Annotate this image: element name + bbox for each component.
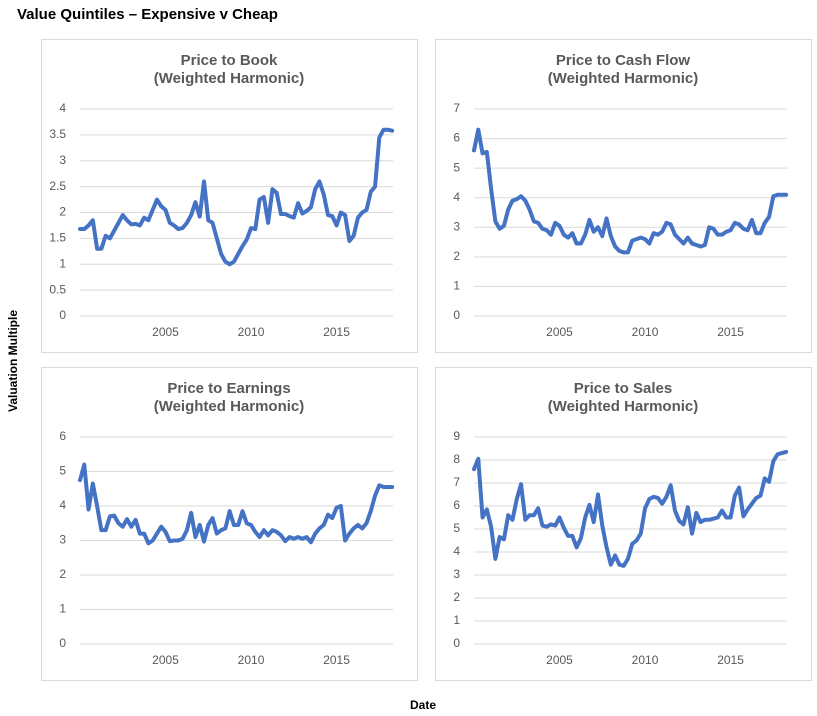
x-tick-label: 2010 — [632, 653, 659, 667]
y-tick-label: 1 — [453, 279, 460, 293]
line — [472, 449, 789, 568]
x-tick-label: 2005 — [152, 653, 179, 667]
panel — [41, 367, 418, 681]
y-tick-label: 4 — [453, 544, 460, 558]
x-axis-label: Date — [410, 698, 436, 712]
y-tick-label: 3 — [453, 567, 460, 581]
x-tick-label: 2015 — [717, 653, 744, 667]
y-tick-label: 2 — [453, 590, 460, 604]
chart-title: Price to Book — [181, 52, 278, 69]
y-tick-label: 3 — [453, 219, 460, 233]
y-tick-label: 3 — [59, 533, 66, 547]
line — [472, 127, 789, 255]
y-tick-label: 0 — [453, 308, 460, 322]
chart-title: Price to Earnings — [167, 380, 290, 397]
panel — [41, 39, 418, 353]
y-tick-label: 3.5 — [49, 127, 66, 141]
chart-title: Price to Cash Flow — [556, 52, 691, 69]
y-tick-label: 0.5 — [49, 282, 66, 296]
x-tick-label: 2010 — [238, 653, 265, 667]
y-tick-label: 1 — [59, 256, 66, 270]
y-tick-label: 8 — [453, 452, 460, 466]
x-tick-label: 2010 — [632, 325, 659, 339]
chart-subtitle: (Weighted Harmonic) — [548, 398, 699, 415]
y-tick-label: 7 — [453, 475, 460, 489]
x-tick-label: 2005 — [546, 653, 573, 667]
y-tick-label: 2 — [59, 205, 66, 219]
y-tick-label: 6 — [453, 498, 460, 512]
y-tick-label: 5 — [453, 521, 460, 535]
y-tick-label: 5 — [453, 160, 460, 174]
line — [78, 127, 395, 267]
y-tick-label: 5 — [59, 464, 66, 478]
line — [78, 462, 395, 546]
x-tick-label: 2010 — [238, 325, 265, 339]
chart-subtitle: (Weighted Harmonic) — [548, 70, 699, 87]
y-tick-label: 4 — [59, 101, 66, 115]
y-tick-label: 6 — [453, 131, 460, 145]
x-tick-label: 2015 — [323, 653, 350, 667]
y-tick-label: 0 — [59, 636, 66, 650]
x-tick-label: 2015 — [717, 325, 744, 339]
x-tick-label: 2015 — [323, 325, 350, 339]
x-tick-label: 2005 — [152, 325, 179, 339]
panel — [435, 367, 812, 681]
y-tick-label: 4 — [59, 498, 66, 512]
panel — [435, 39, 812, 353]
y-axis-label: Valuation Multiple — [6, 310, 20, 412]
chart-subtitle: (Weighted Harmonic) — [154, 70, 305, 87]
y-tick-label: 2.5 — [49, 179, 66, 193]
y-tick-label: 0 — [59, 308, 66, 322]
chart-title: Price to Sales — [574, 380, 672, 397]
y-tick-label: 4 — [453, 190, 460, 204]
y-tick-label: 0 — [453, 636, 460, 650]
y-tick-label: 2 — [59, 567, 66, 581]
y-tick-label: 7 — [453, 101, 460, 115]
y-tick-label: 6 — [59, 429, 66, 443]
y-tick-label: 2 — [453, 249, 460, 263]
y-tick-label: 1 — [59, 602, 66, 616]
chart-subtitle: (Weighted Harmonic) — [154, 398, 305, 415]
y-tick-label: 1 — [453, 613, 460, 627]
page-title: Value Quintiles – Expensive v Cheap — [17, 6, 278, 23]
y-tick-label: 1.5 — [49, 231, 66, 245]
y-tick-label: 9 — [453, 429, 460, 443]
y-tick-label: 3 — [59, 153, 66, 167]
x-tick-label: 2005 — [546, 325, 573, 339]
